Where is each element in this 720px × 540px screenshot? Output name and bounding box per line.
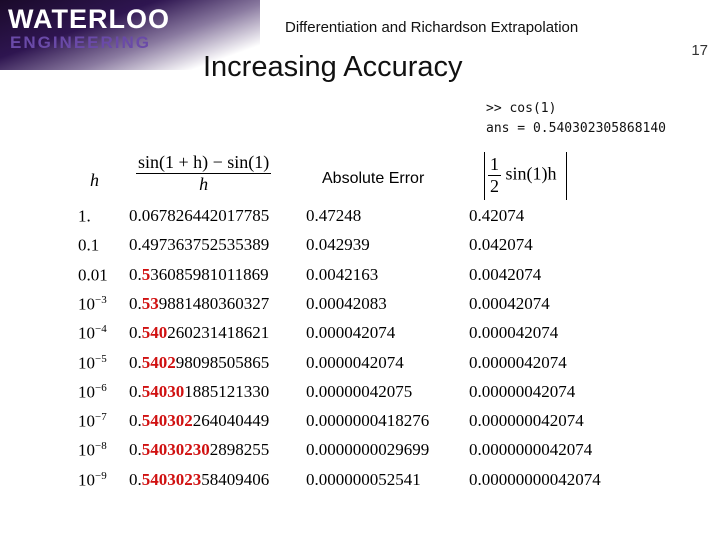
h-base: 10 <box>78 470 95 490</box>
h-base: 10 <box>78 353 95 373</box>
page-number: 17 <box>691 42 708 59</box>
correct-digits: 54030 <box>141 381 185 401</box>
est-rest: sin(1)h <box>505 163 557 184</box>
approx-numerator: sin(1 + h) − sin(1) <box>136 152 272 174</box>
estimate-value: 0.00000000042074 <box>469 469 601 489</box>
error-value: 0.00042083 <box>306 293 387 313</box>
h-value: 10−8 <box>78 440 107 461</box>
h-value: 10−6 <box>78 382 107 403</box>
approx-value: 0.540302358409406 <box>129 469 270 489</box>
h-value: 10−4 <box>78 323 107 344</box>
h-exponent: −4 <box>95 323 107 336</box>
header-error: Absolute Error <box>322 170 425 187</box>
h-base: 10 <box>78 294 95 314</box>
h-value: 10−7 <box>78 411 107 432</box>
approx-value: 0.067826442017785 <box>129 206 270 225</box>
est-denominator: 2 <box>490 176 499 196</box>
error-value: 0.0000000029699 <box>306 440 430 460</box>
correct-digits: 53 <box>141 293 159 313</box>
error-value: 0.47248 <box>306 206 362 225</box>
logo-line2: ENGINEERING <box>10 33 152 52</box>
console-input: >> cos(1) <box>486 101 557 116</box>
remaining-digits: 1885121330 <box>184 381 270 401</box>
h-exponent: −9 <box>95 469 107 482</box>
approx-value: 0.540260231418621 <box>129 323 270 343</box>
remaining-digits: 36085981011869 <box>150 264 269 284</box>
remaining-digits: 9881480360327 <box>158 293 270 313</box>
estimate-value: 0.0042074 <box>469 264 542 284</box>
est-numerator: 1 <box>488 154 501 176</box>
h-base: 10 <box>78 382 95 402</box>
remaining-digits: 497363752535389 <box>141 235 270 255</box>
estimate-value: 0.000042074 <box>469 323 559 343</box>
approx-denominator: h <box>199 174 209 194</box>
error-value: 0.000042074 <box>306 323 396 343</box>
correct-digits: 5402 <box>141 352 176 372</box>
console-output: >> cos(1) ans = 0.540302305868140 <box>486 99 666 139</box>
remaining-digits: 260231418621 <box>167 323 270 343</box>
header-h: h <box>90 170 99 190</box>
estimate-value: 0.42074 <box>469 206 525 225</box>
approx-value: 0.536085981011869 <box>129 264 269 284</box>
error-value: 0.000000052541 <box>306 469 421 489</box>
h-exponent: −6 <box>95 381 107 394</box>
h-exponent: −7 <box>95 411 107 424</box>
correct-digits: 540 <box>141 323 168 343</box>
h-value: 0.01 <box>78 265 108 286</box>
slide-subtitle: Differentiation and Richardson Extrapola… <box>285 19 579 36</box>
estimate-value: 0.00000042074 <box>469 381 576 401</box>
approx-value: 0.540301885121330 <box>129 381 270 401</box>
approx-value: 0.540302302898255 <box>129 440 270 460</box>
h-value: 10−3 <box>78 294 107 315</box>
h-exponent: −3 <box>95 293 107 306</box>
header-approximation: sin(1 + h) − sin(1) h <box>136 152 272 195</box>
error-value: 0.0000000418276 <box>306 411 430 431</box>
abs-bar-right <box>566 152 567 200</box>
approx-value: 0.540302264040449 <box>129 411 270 431</box>
h-base: 10 <box>78 441 95 461</box>
h-value: 1. <box>78 206 91 227</box>
h-base: 1. <box>78 206 91 226</box>
h-base: 0.01 <box>78 265 108 285</box>
h-base: 0.1 <box>78 235 100 255</box>
approx-value: 0.497363752535389 <box>129 235 270 255</box>
remaining-digits: 58409406 <box>201 469 270 489</box>
correct-digits: 5 <box>141 264 151 284</box>
correct-digits: 5403023 <box>141 469 202 489</box>
approx-value: 0.539881480360327 <box>129 293 270 313</box>
estimate-value: 0.00042074 <box>469 293 550 313</box>
remaining-digits: 98098505865 <box>175 352 270 372</box>
remaining-digits: 067826442017785 <box>141 206 270 225</box>
h-value: 0.1 <box>78 235 99 256</box>
error-value: 0.0042163 <box>306 264 379 284</box>
logo-line1: WATERLOO <box>8 4 170 34</box>
abs-bar-left <box>484 152 485 200</box>
estimate-value: 0.0000000042074 <box>469 440 593 460</box>
h-value: 10−9 <box>78 470 107 491</box>
remaining-digits: 2898255 <box>209 440 270 460</box>
approx-value: 0.540298098505865 <box>129 352 270 372</box>
h-exponent: −5 <box>95 352 107 365</box>
error-value: 0.0000042074 <box>306 352 404 372</box>
h-base: 10 <box>78 411 95 431</box>
estimate-value: 0.042074 <box>469 235 533 255</box>
correct-digits: 540302 <box>141 411 193 431</box>
waterloo-engineering-logo: WATERLOO ENGINEERING <box>0 0 260 70</box>
console-result: ans = 0.540302305868140 <box>486 121 667 136</box>
correct-digits: 54030230 <box>141 440 210 460</box>
h-exponent: −8 <box>95 440 107 453</box>
estimate-value: 0.0000042074 <box>469 352 567 372</box>
error-value: 0.00000042075 <box>306 381 413 401</box>
slide-title: Increasing Accuracy <box>203 51 463 83</box>
h-value: 10−5 <box>78 353 107 374</box>
remaining-digits: 264040449 <box>192 411 270 431</box>
h-base: 10 <box>78 323 95 343</box>
error-value: 0.042939 <box>306 235 370 255</box>
estimate-value: 0.000000042074 <box>469 411 584 431</box>
